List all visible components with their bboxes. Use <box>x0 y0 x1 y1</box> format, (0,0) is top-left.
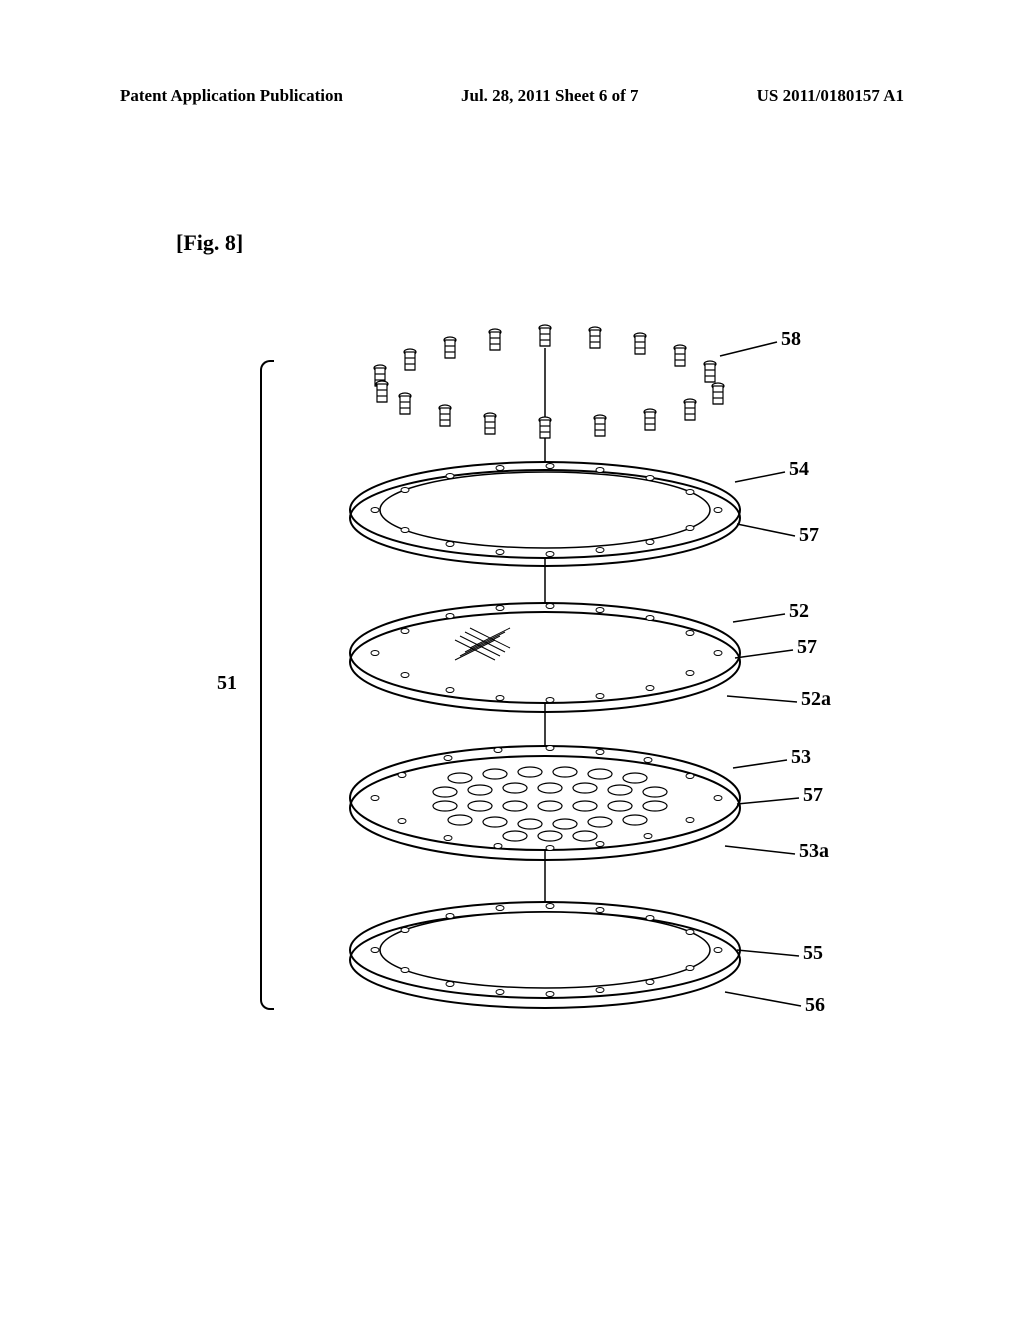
bracket-label-51: 51 <box>217 672 237 695</box>
figure-label: [Fig. 8] <box>176 230 243 256</box>
ref-52a: 52a <box>801 688 831 711</box>
header-right: US 2011/0180157 A1 <box>757 86 904 106</box>
ref-54: 54 <box>789 458 809 481</box>
ref-57b: 57 <box>797 636 817 659</box>
page-header: Patent Application Publication Jul. 28, … <box>0 86 1024 106</box>
screws-ring <box>340 320 760 440</box>
ref-57c: 57 <box>803 784 823 807</box>
ref-53a: 53a <box>799 840 829 863</box>
ring-55 <box>340 898 760 1013</box>
ref-55: 55 <box>803 942 823 965</box>
exploded-diagram: 51 <box>265 320 865 1040</box>
disc-52 <box>340 598 760 718</box>
header-left: Patent Application Publication <box>120 86 343 106</box>
ref-58: 58 <box>781 328 801 351</box>
ref-57a: 57 <box>799 524 819 547</box>
disc-53 <box>340 740 760 870</box>
ref-52: 52 <box>789 600 809 623</box>
ring-54 <box>340 460 760 570</box>
header-center: Jul. 28, 2011 Sheet 6 of 7 <box>461 86 639 106</box>
ref-56: 56 <box>805 994 825 1017</box>
ref-53: 53 <box>791 746 811 769</box>
